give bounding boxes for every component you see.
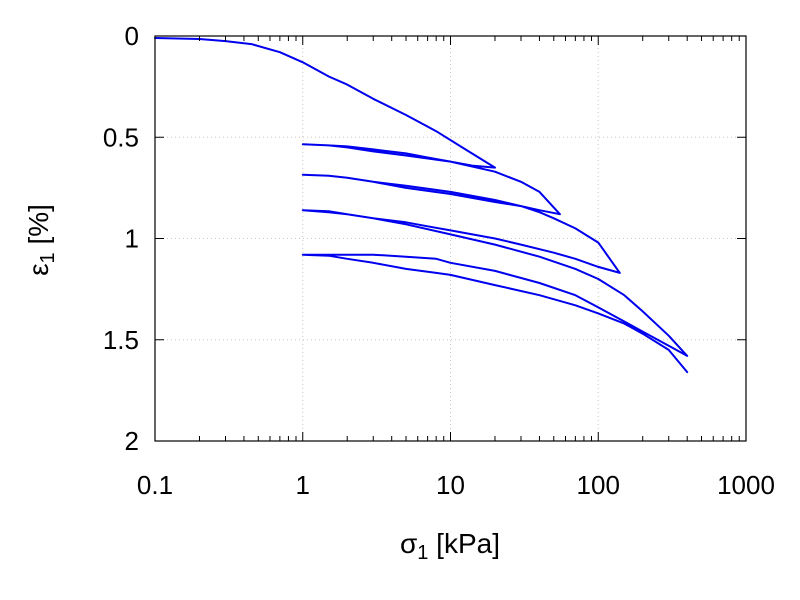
x-tick-label: 10 <box>436 470 465 500</box>
x-tick-label: 0.1 <box>137 470 173 500</box>
y-tick-labels: 0 0.5 1 1.5 2 <box>103 21 139 456</box>
x-axis-label: σ1 [kPa] <box>400 528 500 564</box>
y-axis-label-group: ε1 [%] <box>23 204 59 276</box>
y-tick-label: 0 <box>125 21 139 51</box>
y-axis-label-subscript: 1 <box>37 252 59 263</box>
axis-ticks <box>154 35 747 442</box>
y-tick-label: 1 <box>125 224 139 254</box>
x-tick-label: 1 <box>296 470 310 500</box>
y-axis-label-symbol: ε <box>23 263 54 275</box>
x-axis-label-symbol: σ <box>400 528 417 559</box>
y-tick-label: 0.5 <box>103 122 139 152</box>
x-tick-labels: 0.1 1 10 100 1000 <box>137 470 775 500</box>
series-line <box>154 37 689 374</box>
x-tick-label: 100 <box>577 470 620 500</box>
plot-area <box>154 37 689 374</box>
grid <box>154 35 747 442</box>
x-tick-label: 1000 <box>717 470 775 500</box>
y-tick-label: 1.5 <box>103 325 139 355</box>
y-axis-label-unit: [%] <box>23 204 54 252</box>
y-axis-label: ε1 [%] <box>23 204 59 276</box>
y-tick-label: 2 <box>125 426 139 456</box>
x-axis-label-subscript: 1 <box>417 542 428 564</box>
x-axis-label-unit: [kPa] <box>428 528 500 559</box>
